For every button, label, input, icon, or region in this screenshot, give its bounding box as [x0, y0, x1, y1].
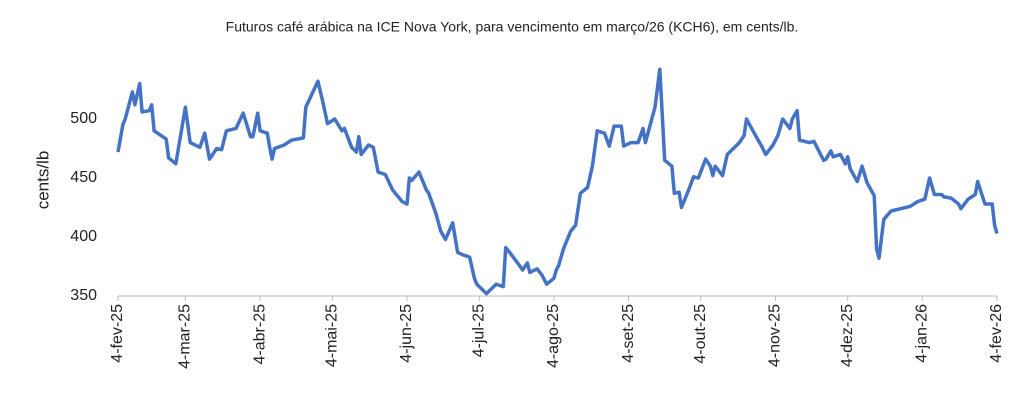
x-tick-label: 4-nov-25 — [767, 304, 784, 367]
x-tick-label: 4-jan-26 — [914, 304, 931, 363]
x-tick-label: 4-mai-25 — [324, 304, 341, 367]
y-tick-label: 500 — [70, 110, 97, 127]
y-tick-label: 400 — [70, 228, 97, 245]
x-tick-label: 4-fev-25 — [109, 304, 126, 363]
chart-title: Futuros café arábica na ICE Nova York, p… — [226, 19, 799, 35]
x-tick-label: 4-out-25 — [692, 304, 709, 364]
x-tick-label: 4-dez-25 — [839, 304, 856, 367]
x-tick-label: 4-ago-25 — [545, 304, 562, 368]
price-line — [116, 67, 999, 296]
x-tick-label: 4-mar-25 — [177, 304, 194, 369]
y-tick-label: 350 — [70, 287, 97, 304]
x-tick-label: 4-jun-25 — [398, 304, 415, 363]
y-axis-label: cents/lb — [33, 151, 52, 210]
x-tick-label: 4-jul-25 — [470, 304, 487, 357]
y-tick-label: 450 — [70, 169, 97, 186]
x-tick-label: 4-abr-25 — [251, 304, 268, 365]
x-tick-label: 4-fev-26 — [988, 304, 1005, 363]
x-tick-label: 4-set-25 — [620, 304, 637, 363]
